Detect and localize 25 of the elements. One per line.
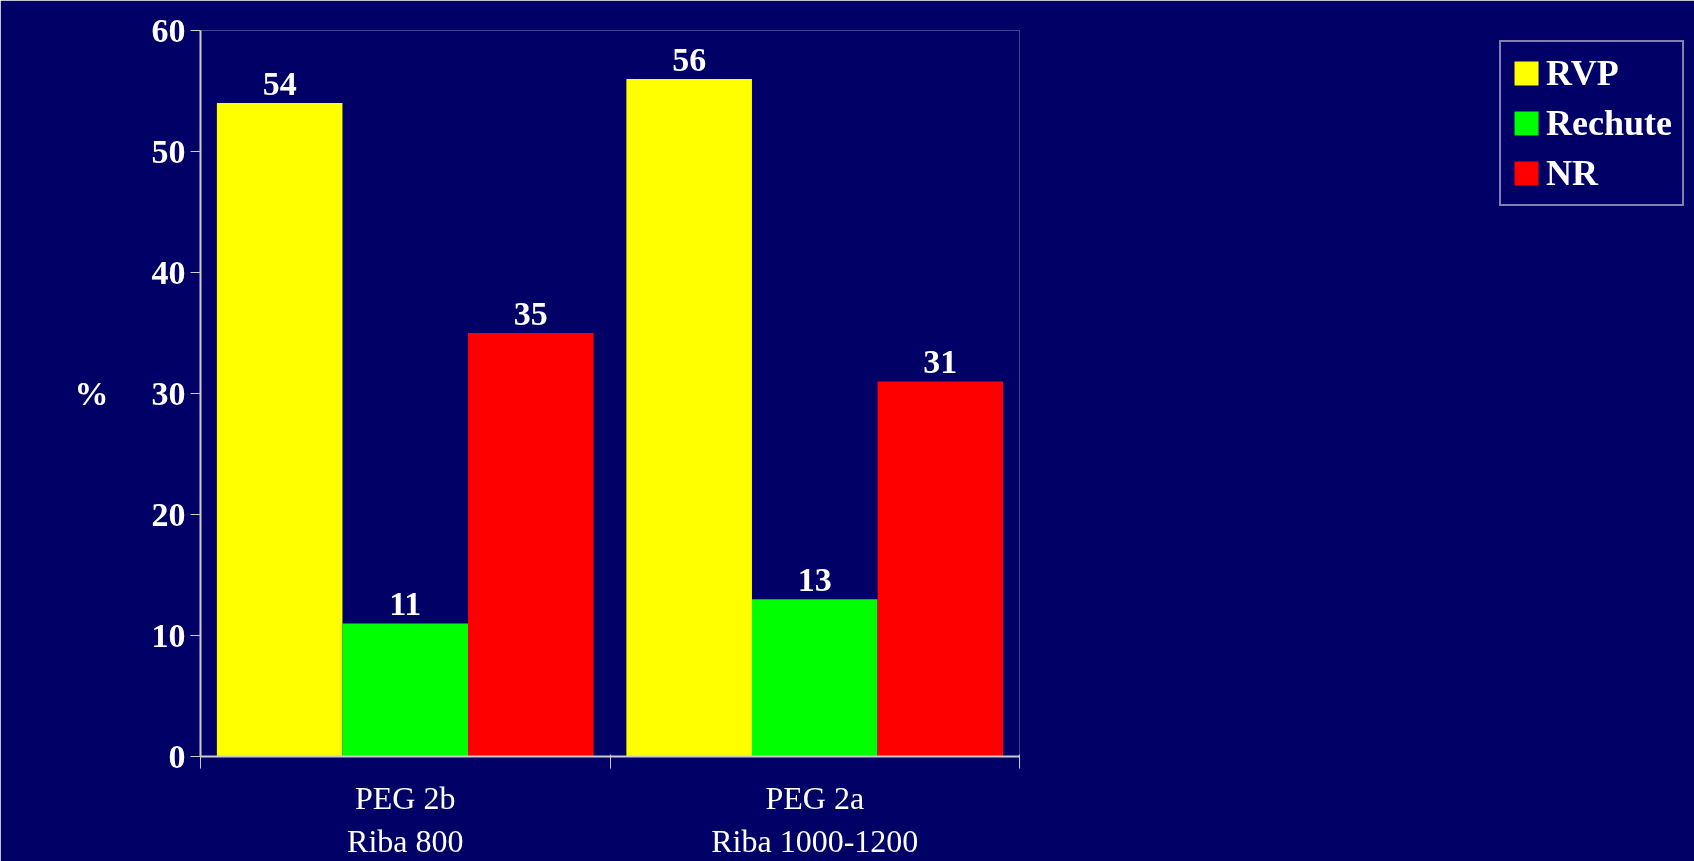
x-tick-label: PEG 2b Riba 800 — [347, 779, 464, 859]
y-tick-label: 40 — [151, 253, 186, 291]
legend-label: Rechute — [1546, 102, 1672, 144]
bar — [877, 381, 1004, 757]
y-tick-label: 20 — [151, 495, 186, 533]
y-axis-title: % — [74, 375, 109, 412]
x-tick-label: PEG 2a Riba 1000-1200 — [711, 779, 919, 859]
y-tick-label: 0 — [168, 737, 186, 775]
legend-label: RVP — [1546, 52, 1619, 94]
y-tick-label: 60 — [151, 11, 186, 49]
data-label: 54 — [262, 65, 297, 103]
data-label: 56 — [672, 40, 707, 78]
legend-label: NR — [1546, 152, 1599, 194]
data-label: 31 — [923, 343, 958, 381]
bar — [342, 623, 469, 757]
data-label: 13 — [797, 561, 832, 599]
bar — [468, 333, 594, 757]
data-label: 35 — [513, 295, 548, 332]
y-tick-label: 50 — [151, 132, 186, 170]
y-tick-label: 30 — [151, 374, 186, 412]
bar — [751, 599, 878, 757]
y-tick-label: 10 — [151, 616, 186, 654]
bar — [216, 103, 343, 757]
data-label: 11 — [389, 585, 422, 623]
bar — [626, 78, 752, 757]
